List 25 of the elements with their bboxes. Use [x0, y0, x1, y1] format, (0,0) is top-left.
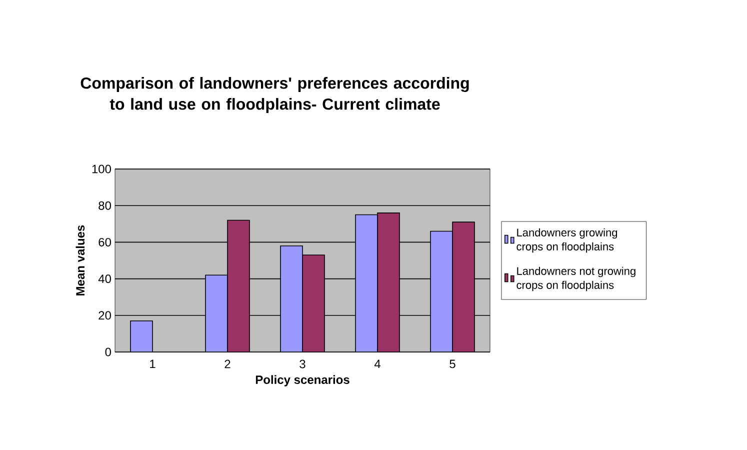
- bar: [302, 254, 325, 352]
- bar: [355, 214, 378, 352]
- bar: [227, 220, 250, 352]
- bar: [205, 274, 228, 352]
- bar: [452, 222, 475, 352]
- y-axis-title: Mean values: [76, 225, 85, 296]
- legend-label: Landowners not growing crops on floodplains: [516, 266, 636, 292]
- y-tick-label: 100: [92, 164, 111, 174]
- bar: [280, 245, 303, 352]
- x-tick-label: 1: [150, 360, 156, 368]
- chart-title: Comparison of landowners' preferences according to land use on floodplains- Current climate: [80, 77, 469, 113]
- legend-label: Landowners growing crops on floodplains: [516, 228, 618, 253]
- x-tick-label: 4: [374, 360, 380, 368]
- bar: [430, 230, 453, 352]
- x-tick-label: 3: [300, 360, 306, 368]
- bar: [130, 320, 153, 352]
- x-axis-title: Policy scenarios: [256, 375, 350, 386]
- y-tick-label: 80: [98, 201, 112, 210]
- y-tick-label: 20: [98, 311, 112, 320]
- y-tick-label: 0: [105, 348, 112, 356]
- x-tick-label: 2: [224, 360, 230, 368]
- bar: [377, 212, 400, 352]
- x-tick-label: 5: [450, 360, 456, 368]
- y-tick-label: 40: [98, 274, 112, 284]
- y-tick-label: 60: [98, 238, 112, 246]
